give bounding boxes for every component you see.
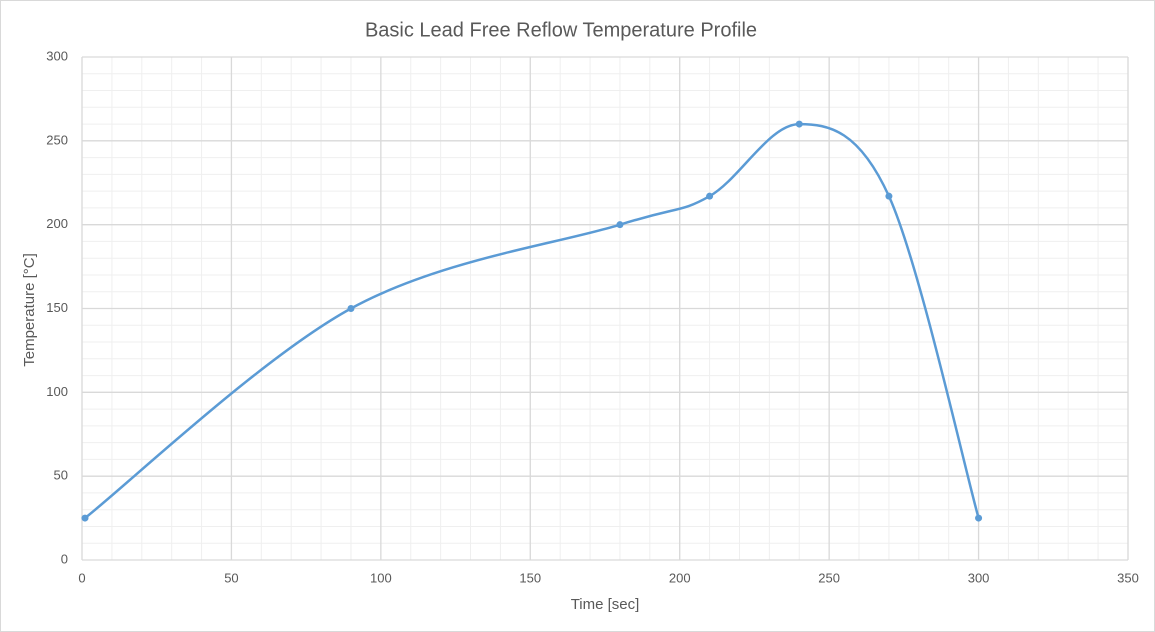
y-tick-label: 200 <box>46 216 68 231</box>
y-tick-label: 150 <box>46 300 68 315</box>
y-tick-label: 250 <box>46 132 68 147</box>
series-line <box>84 122 980 520</box>
data-point <box>347 305 355 312</box>
x-tick-label: 250 <box>818 570 840 585</box>
x-tick-label: 200 <box>669 570 691 585</box>
x-tick-label: 0 <box>78 570 85 585</box>
y-tick-label: 0 <box>61 551 68 566</box>
data-point <box>795 120 803 128</box>
plot <box>81 120 983 522</box>
y-axis-title: Temperature [°C] <box>21 253 38 367</box>
x-tick-label: 300 <box>968 570 990 585</box>
data-point <box>885 192 893 200</box>
x-tick-label: 350 <box>1117 570 1139 585</box>
x-tick-label: 50 <box>224 570 238 585</box>
data-point <box>81 514 89 522</box>
x-tick-label: 150 <box>519 570 541 585</box>
x-axis-title: Time [sec] <box>571 596 640 613</box>
y-tick-label: 300 <box>46 48 68 63</box>
data-point <box>706 192 714 200</box>
data-point <box>975 514 983 522</box>
grid <box>81 56 1129 561</box>
y-tick-label: 100 <box>46 384 68 399</box>
y-tick-label: 50 <box>54 468 68 483</box>
chart-title: Basic Lead Free Reflow Temperature Profi… <box>365 19 757 41</box>
x-tick-label: 100 <box>370 570 392 585</box>
data-point <box>616 221 624 229</box>
